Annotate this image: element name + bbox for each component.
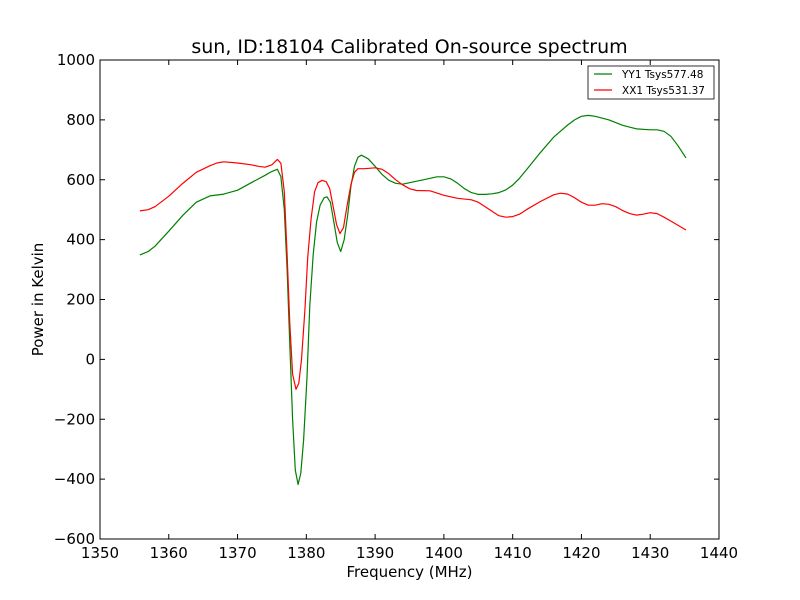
chart-title: sun, ID:18104 Calibrated On-source spect… [191,36,627,58]
series-line-yy1 [139,114,687,486]
y-tick-label: 600 [66,171,95,189]
x-tick-label: 1430 [631,544,669,562]
legend-box [587,65,715,100]
x-axis-label: Frequency (MHz) [346,563,472,581]
y-tick-label: 0 [85,350,95,368]
legend-entry-xx1: XX1 Tsys531.37 [622,85,705,97]
y-axis-label: Power in Kelvin [29,243,47,357]
y-tick-label: 800 [66,111,95,129]
y-tick-label: 400 [66,231,95,249]
x-tick-label: 1370 [218,544,256,562]
series-line-xx1 [139,158,687,390]
series-layer [139,114,687,486]
y-tick-label: −200 [54,410,95,428]
legend: YY1 Tsys577.48 XX1 Tsys531.37 [587,65,715,100]
ticks-layer: 1350 1360 1370 1380 1390 1400 1410 1420 1430 1440… [54,51,738,562]
x-tick-label: 1440 [700,544,738,562]
x-tick-label: 1380 [287,544,325,562]
x-tick-label: 1390 [356,544,394,562]
x-tick-label: 1420 [562,544,600,562]
y-tick-label: −400 [54,470,95,488]
y-tick-label: 200 [66,291,95,309]
y-tick-label: 1000 [57,51,95,69]
x-tick-label: 1350 [81,544,119,562]
x-tick-label: 1410 [494,544,532,562]
x-tick-label: 1400 [425,544,463,562]
y-tick-label: −600 [54,530,95,548]
legend-entry-yy1: YY1 Tsys577.48 [621,69,703,81]
x-tick-label: 1360 [150,544,188,562]
